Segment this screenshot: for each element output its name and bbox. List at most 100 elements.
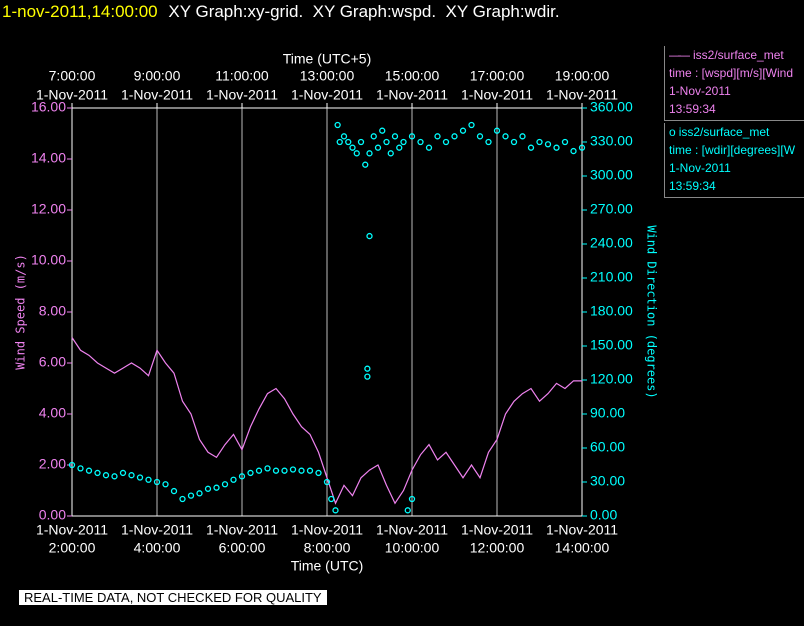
wind-direction-point <box>179 495 186 503</box>
x2-tick-date: 1-Nov-2011 <box>36 87 108 103</box>
wind-speed-line <box>71 337 582 505</box>
wind-direction-point <box>383 138 390 146</box>
y2-tick-label: 270.00 <box>590 201 633 217</box>
x-tick-date: 1-Nov-2011 <box>121 522 193 538</box>
x2-tick-date: 1-Nov-2011 <box>461 87 533 103</box>
x2-tick-label: 9:00:00 <box>134 68 181 84</box>
wind-direction-point <box>425 144 433 151</box>
wind-direction-point <box>442 138 450 146</box>
wind-direction-point <box>238 473 246 480</box>
wind-direction-point <box>334 121 341 129</box>
wind-direction-point <box>264 465 271 472</box>
wind-direction-point <box>145 476 152 483</box>
wind-direction-point <box>408 495 416 503</box>
x2-tick-label: 13:00:00 <box>300 68 355 84</box>
y2-tick-label: 330.00 <box>590 133 633 149</box>
y-tick-label: 12.00 <box>31 201 66 217</box>
wind-direction-point <box>434 133 441 140</box>
wind-direction-point <box>128 472 135 479</box>
header: 1-nov-2011,14:00:00 XY Graph:xy-grid. XY… <box>2 2 560 22</box>
x-tick-label: 10:00:00 <box>385 540 440 556</box>
wind-direction-point <box>340 133 348 140</box>
wind-direction-point <box>119 469 127 477</box>
wind-direction-point <box>391 133 399 140</box>
x2-axis-title: Time (UTC+5) <box>283 51 372 67</box>
wind-direction-point <box>536 138 543 146</box>
wind-direction-point <box>396 144 403 151</box>
wind-direction-point <box>315 469 322 477</box>
y-tick-label: 8.00 <box>39 303 66 319</box>
wind-direction-point <box>298 467 305 474</box>
wind-direction-point <box>459 127 467 134</box>
wind-direction-point <box>570 147 577 155</box>
wind-direction-point <box>561 138 569 146</box>
x2-tick-date: 1-Nov-2011 <box>291 87 363 103</box>
x2-tick-label: 19:00:00 <box>555 68 610 84</box>
wind-direction-point <box>77 465 84 472</box>
wind-direction-point <box>578 144 586 151</box>
x-tick-date: 1-Nov-2011 <box>376 522 448 538</box>
wind-direction-point <box>289 466 297 473</box>
y2-tick-label: 90.00 <box>590 405 625 421</box>
x-tick-label: 6:00:00 <box>219 540 266 556</box>
legend-name: iss2/surface_met <box>678 125 770 139</box>
wind-direction-point <box>221 481 229 488</box>
x2-tick-date: 1-Nov-2011 <box>376 87 448 103</box>
x2-tick-label: 15:00:00 <box>385 68 440 84</box>
wind-direction-point <box>476 133 484 140</box>
x2-tick-date: 1-Nov-2011 <box>546 87 618 103</box>
wind-direction-point <box>362 161 369 168</box>
graph-title: XY Graph:xy-grid. XY Graph:wspd. XY Grap… <box>168 2 560 21</box>
y2-axis-title: Wind Direction (degrees) <box>645 225 659 398</box>
legend-line: time : [wspd][m/s][Wind <box>669 66 794 80</box>
wind-direction-point <box>111 473 118 480</box>
wind-direction-point <box>336 138 343 146</box>
x-tick-label: 12:00:00 <box>470 540 525 556</box>
legend-head: —— iss2/surface_met <box>669 46 804 64</box>
x2-tick-label: 7:00:00 <box>49 68 96 84</box>
wind-direction-point <box>485 138 492 146</box>
wind-direction-point <box>408 133 416 140</box>
x-tick-label: 14:00:00 <box>555 540 610 556</box>
wind-direction-point <box>404 507 411 514</box>
y2-tick-label: 150.00 <box>590 337 633 353</box>
wind-direction-point <box>102 472 110 479</box>
x-tick-date: 1-Nov-2011 <box>206 522 278 538</box>
wind-direction-point <box>353 150 360 157</box>
wind-direction-point <box>374 144 382 151</box>
wind-direction-point <box>85 467 93 474</box>
legend-symbol: —— <box>669 48 690 62</box>
y2-tick-label: 210.00 <box>590 269 633 285</box>
x-tick-date: 1-Nov-2011 <box>36 522 108 538</box>
wind-direction-point <box>357 138 365 146</box>
wind-direction-point <box>544 141 552 148</box>
wind-direction-point <box>364 365 371 372</box>
legend-name: iss2/surface_met <box>693 48 784 62</box>
legend-line: 13:59:34 <box>669 102 716 116</box>
y-tick-label: 6.00 <box>39 354 66 370</box>
y2-tick-label: 240.00 <box>590 235 633 251</box>
y2-tick-label: 120.00 <box>590 371 633 387</box>
wind-direction-point <box>370 133 377 140</box>
wind-direction-point <box>196 490 203 497</box>
wind-direction-point <box>519 133 526 140</box>
legend-line: 1-Nov-2011 <box>669 161 731 175</box>
wind-direction-point <box>247 469 254 477</box>
wind-direction-point <box>94 469 101 477</box>
wind-direction-point <box>364 373 371 380</box>
wind-direction-point <box>162 481 169 488</box>
y2-tick-label: 60.00 <box>590 439 625 455</box>
wind-direction-point <box>468 121 475 129</box>
x-tick-date: 1-Nov-2011 <box>291 522 363 538</box>
timestamp: 1-nov-2011,14:00:00 <box>2 2 158 21</box>
x2-tick-label: 11:00:00 <box>215 68 269 84</box>
y2-tick-label: 30.00 <box>590 473 625 489</box>
wind-direction-point <box>417 138 424 146</box>
y-tick-label: 2.00 <box>39 456 66 472</box>
legend: —— iss2/surface_met time : [wspd][m/s][Win… <box>664 46 804 200</box>
x-tick-label: 8:00:00 <box>304 540 351 556</box>
wind-direction-point <box>68 461 76 469</box>
wind-direction-point <box>527 144 535 151</box>
